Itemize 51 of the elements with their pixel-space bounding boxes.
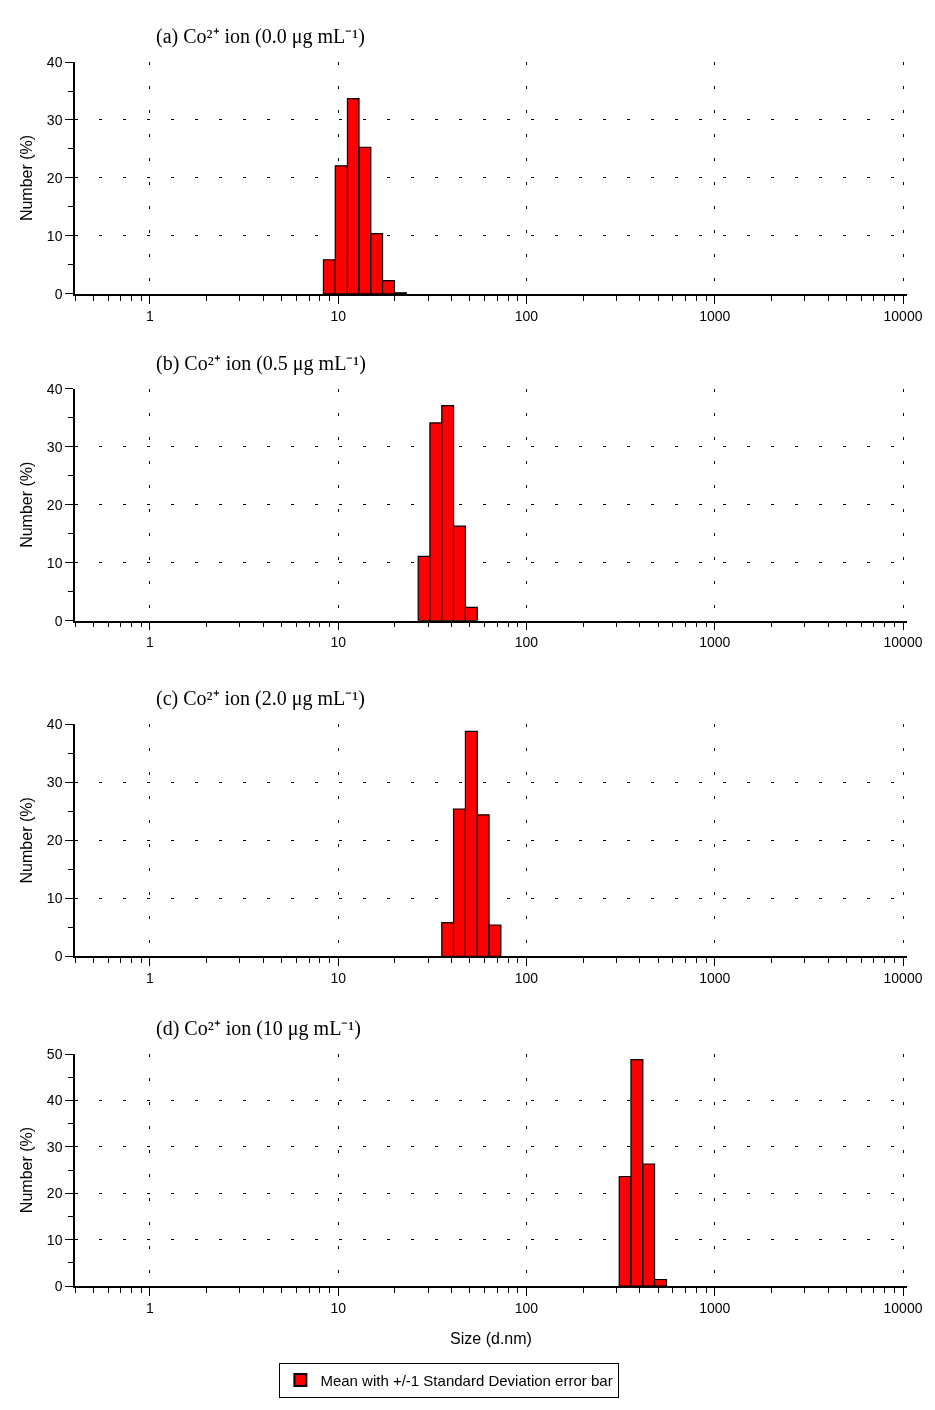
chart-title: (d) Co²⁺ ion (10 μg mL⁻¹) [156,1017,362,1040]
y-tick-label: 40 [46,53,63,70]
x-axis-title: Size (d.nm) [450,1329,532,1347]
y-tick-label: 20 [46,1185,63,1202]
x-tick-label: 10000 [883,1299,923,1316]
x-tick-label: 1000 [699,307,731,324]
x-tick-label: 100 [514,634,539,651]
y-tick-label: 0 [54,612,63,629]
x-tick-label: 100 [514,307,539,324]
y-tick-label: 10 [46,554,63,571]
y-tick-label: 30 [46,774,63,791]
x-tick-label: 1 [146,307,155,324]
y-axis-title: Number (%) [18,461,36,548]
chart-title: (c) Co²⁺ ion (2.0 μg mL⁻¹) [156,687,365,710]
y-tick-label: 50 [46,1045,63,1062]
chart-title: (a) Co²⁺ ion (0.0 μg mL⁻¹) [156,25,365,48]
y-tick-label: 30 [46,1138,63,1155]
y-tick-label: 40 [46,1092,63,1109]
y-tick-label: 10 [46,227,63,244]
x-tick-label: 10 [330,307,347,324]
y-tick-label: 0 [54,948,63,965]
x-tick-label: 1 [146,634,155,651]
x-tick-label: 1000 [699,969,731,986]
x-tick-label: 1 [146,969,155,986]
x-tick-label: 100 [514,969,539,986]
x-tick-label: 10000 [883,634,923,651]
y-tick-label: 10 [46,890,63,907]
x-tick-label: 10 [330,969,347,986]
x-tick-label: 1000 [699,634,731,651]
y-tick-label: 20 [46,832,63,849]
x-tick-label: 1000 [699,1299,731,1316]
x-tick-label: 10 [330,1299,347,1316]
x-tick-label: 10000 [883,307,923,324]
chart-title: (b) Co²⁺ ion (0.5 μg mL⁻¹) [156,352,367,375]
x-tick-label: 10000 [883,969,923,986]
y-tick-label: 40 [46,716,63,733]
y-tick-label: 20 [46,496,63,513]
legend-label: Mean with +/-1 Standard Deviation error bar [320,1371,613,1389]
y-axis-title: Number (%) [18,134,36,222]
y-axis-title: Number (%) [18,1126,36,1214]
y-tick-label: 0 [54,285,63,302]
y-tick-label: 20 [46,169,63,186]
x-tick-label: 100 [514,1299,539,1316]
y-tick-label: 0 [54,1277,63,1294]
y-tick-label: 40 [46,380,63,397]
x-tick-label: 10 [330,634,347,651]
y-tick-label: 10 [46,1231,63,1248]
x-tick-label: 1 [146,1299,155,1316]
y-tick-label: 30 [46,438,63,455]
y-tick-label: 30 [46,111,63,128]
y-axis-title: Number (%) [18,797,36,884]
